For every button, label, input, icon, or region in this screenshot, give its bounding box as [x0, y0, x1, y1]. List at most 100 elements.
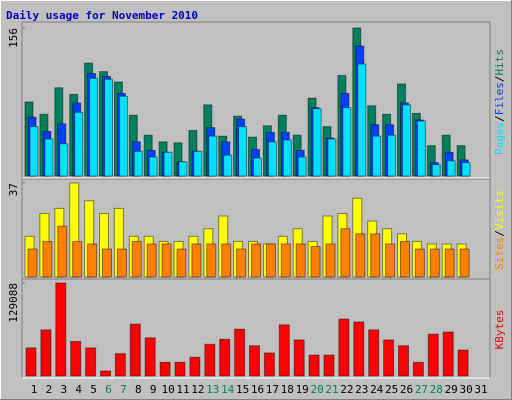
bar: [178, 161, 188, 177]
x-tick-label: 6: [105, 383, 112, 396]
bar: [253, 157, 262, 177]
bar: [325, 243, 336, 278]
bar: [342, 107, 352, 177]
bar: [118, 95, 128, 177]
bar: [312, 108, 322, 177]
x-tick-label: 20: [310, 383, 323, 396]
bar: [116, 248, 127, 278]
bar: [40, 329, 52, 377]
bar: [278, 324, 290, 377]
bar: [129, 323, 141, 377]
x-tick-label: 8: [135, 383, 142, 396]
bar: [104, 78, 113, 177]
bar: [25, 347, 37, 377]
bar: [402, 104, 411, 177]
y-tick-label: 129088: [7, 283, 20, 323]
chart-title: Daily usage for November 2010: [6, 9, 198, 22]
bar: [191, 243, 202, 278]
bar: [387, 134, 397, 177]
x-tick-label: 31: [474, 383, 487, 396]
x-tick-label: 22: [340, 383, 353, 396]
x-tick-label: 26: [400, 383, 413, 396]
bar: [234, 328, 246, 377]
bar: [338, 318, 350, 377]
bar: [174, 361, 186, 377]
x-tick-label: 21: [325, 383, 338, 396]
bar: [59, 143, 69, 177]
bar: [131, 240, 142, 278]
bar: [398, 345, 409, 377]
x-tick-label: 3: [60, 383, 67, 396]
x-tick-label: 13: [206, 383, 219, 396]
x-tick-label: 25: [385, 383, 398, 396]
bar: [383, 339, 395, 377]
x-tick-label: 24: [370, 383, 384, 396]
legend-separator: /: [493, 115, 506, 122]
bar: [267, 141, 277, 177]
legend-separator: /: [493, 230, 506, 237]
x-tick-label: 19: [296, 383, 309, 396]
x-tick-label: 1: [31, 383, 38, 396]
bar: [89, 77, 99, 177]
bar: [57, 225, 68, 278]
legend-entry: Files: [493, 82, 506, 115]
bar: [87, 243, 98, 278]
bar: [416, 120, 426, 177]
legend-entry: KBytes: [493, 310, 506, 350]
bar: [310, 246, 321, 278]
bar: [372, 135, 382, 177]
bar: [204, 343, 216, 377]
x-tick-label: 28: [430, 383, 443, 396]
x-tick-label: 30: [459, 383, 472, 396]
x-tick-label: 27: [415, 383, 428, 396]
bar: [44, 138, 54, 177]
x-tick-label: 5: [90, 383, 97, 396]
bar: [72, 240, 83, 278]
bar: [100, 370, 111, 377]
x-tick-label: 29: [445, 383, 458, 396]
x-tick-label: 23: [355, 383, 368, 396]
x-tick-label: 16: [251, 383, 264, 396]
bar: [148, 156, 158, 177]
bar: [161, 243, 172, 278]
bar: [327, 138, 337, 177]
legend-entry: Visits: [493, 190, 506, 230]
bar: [74, 111, 84, 177]
bar: [355, 233, 366, 278]
bar: [193, 150, 203, 177]
bar: [414, 248, 425, 278]
bar: [442, 331, 454, 377]
bar: [251, 243, 261, 278]
bar: [144, 337, 156, 377]
bar: [206, 243, 217, 278]
bar: [102, 248, 112, 278]
legend: Pages/Files/Hits: [493, 49, 506, 155]
x-tick-label: 4: [75, 383, 82, 396]
bar: [159, 361, 171, 377]
bar: [461, 162, 471, 177]
bar: [385, 243, 396, 278]
bar: [85, 347, 97, 377]
legend-separator: /: [493, 76, 506, 83]
bar: [370, 233, 381, 278]
legend-entry: Sites: [493, 237, 506, 270]
bar: [427, 333, 439, 377]
bar: [29, 126, 39, 177]
bar: [146, 243, 157, 278]
bar: [444, 248, 455, 278]
bar: [238, 126, 248, 177]
bar: [357, 63, 367, 177]
bar: [323, 354, 335, 377]
bar: [340, 228, 351, 278]
bar: [265, 243, 276, 278]
x-tick-label: 18: [281, 383, 294, 396]
legend-entry: Hits: [493, 49, 506, 76]
bar: [223, 154, 233, 177]
bar: [295, 243, 306, 278]
bar: [249, 345, 260, 377]
bar: [308, 354, 320, 377]
x-tick-label: 11: [176, 383, 189, 396]
x-tick-label: 2: [46, 383, 53, 396]
